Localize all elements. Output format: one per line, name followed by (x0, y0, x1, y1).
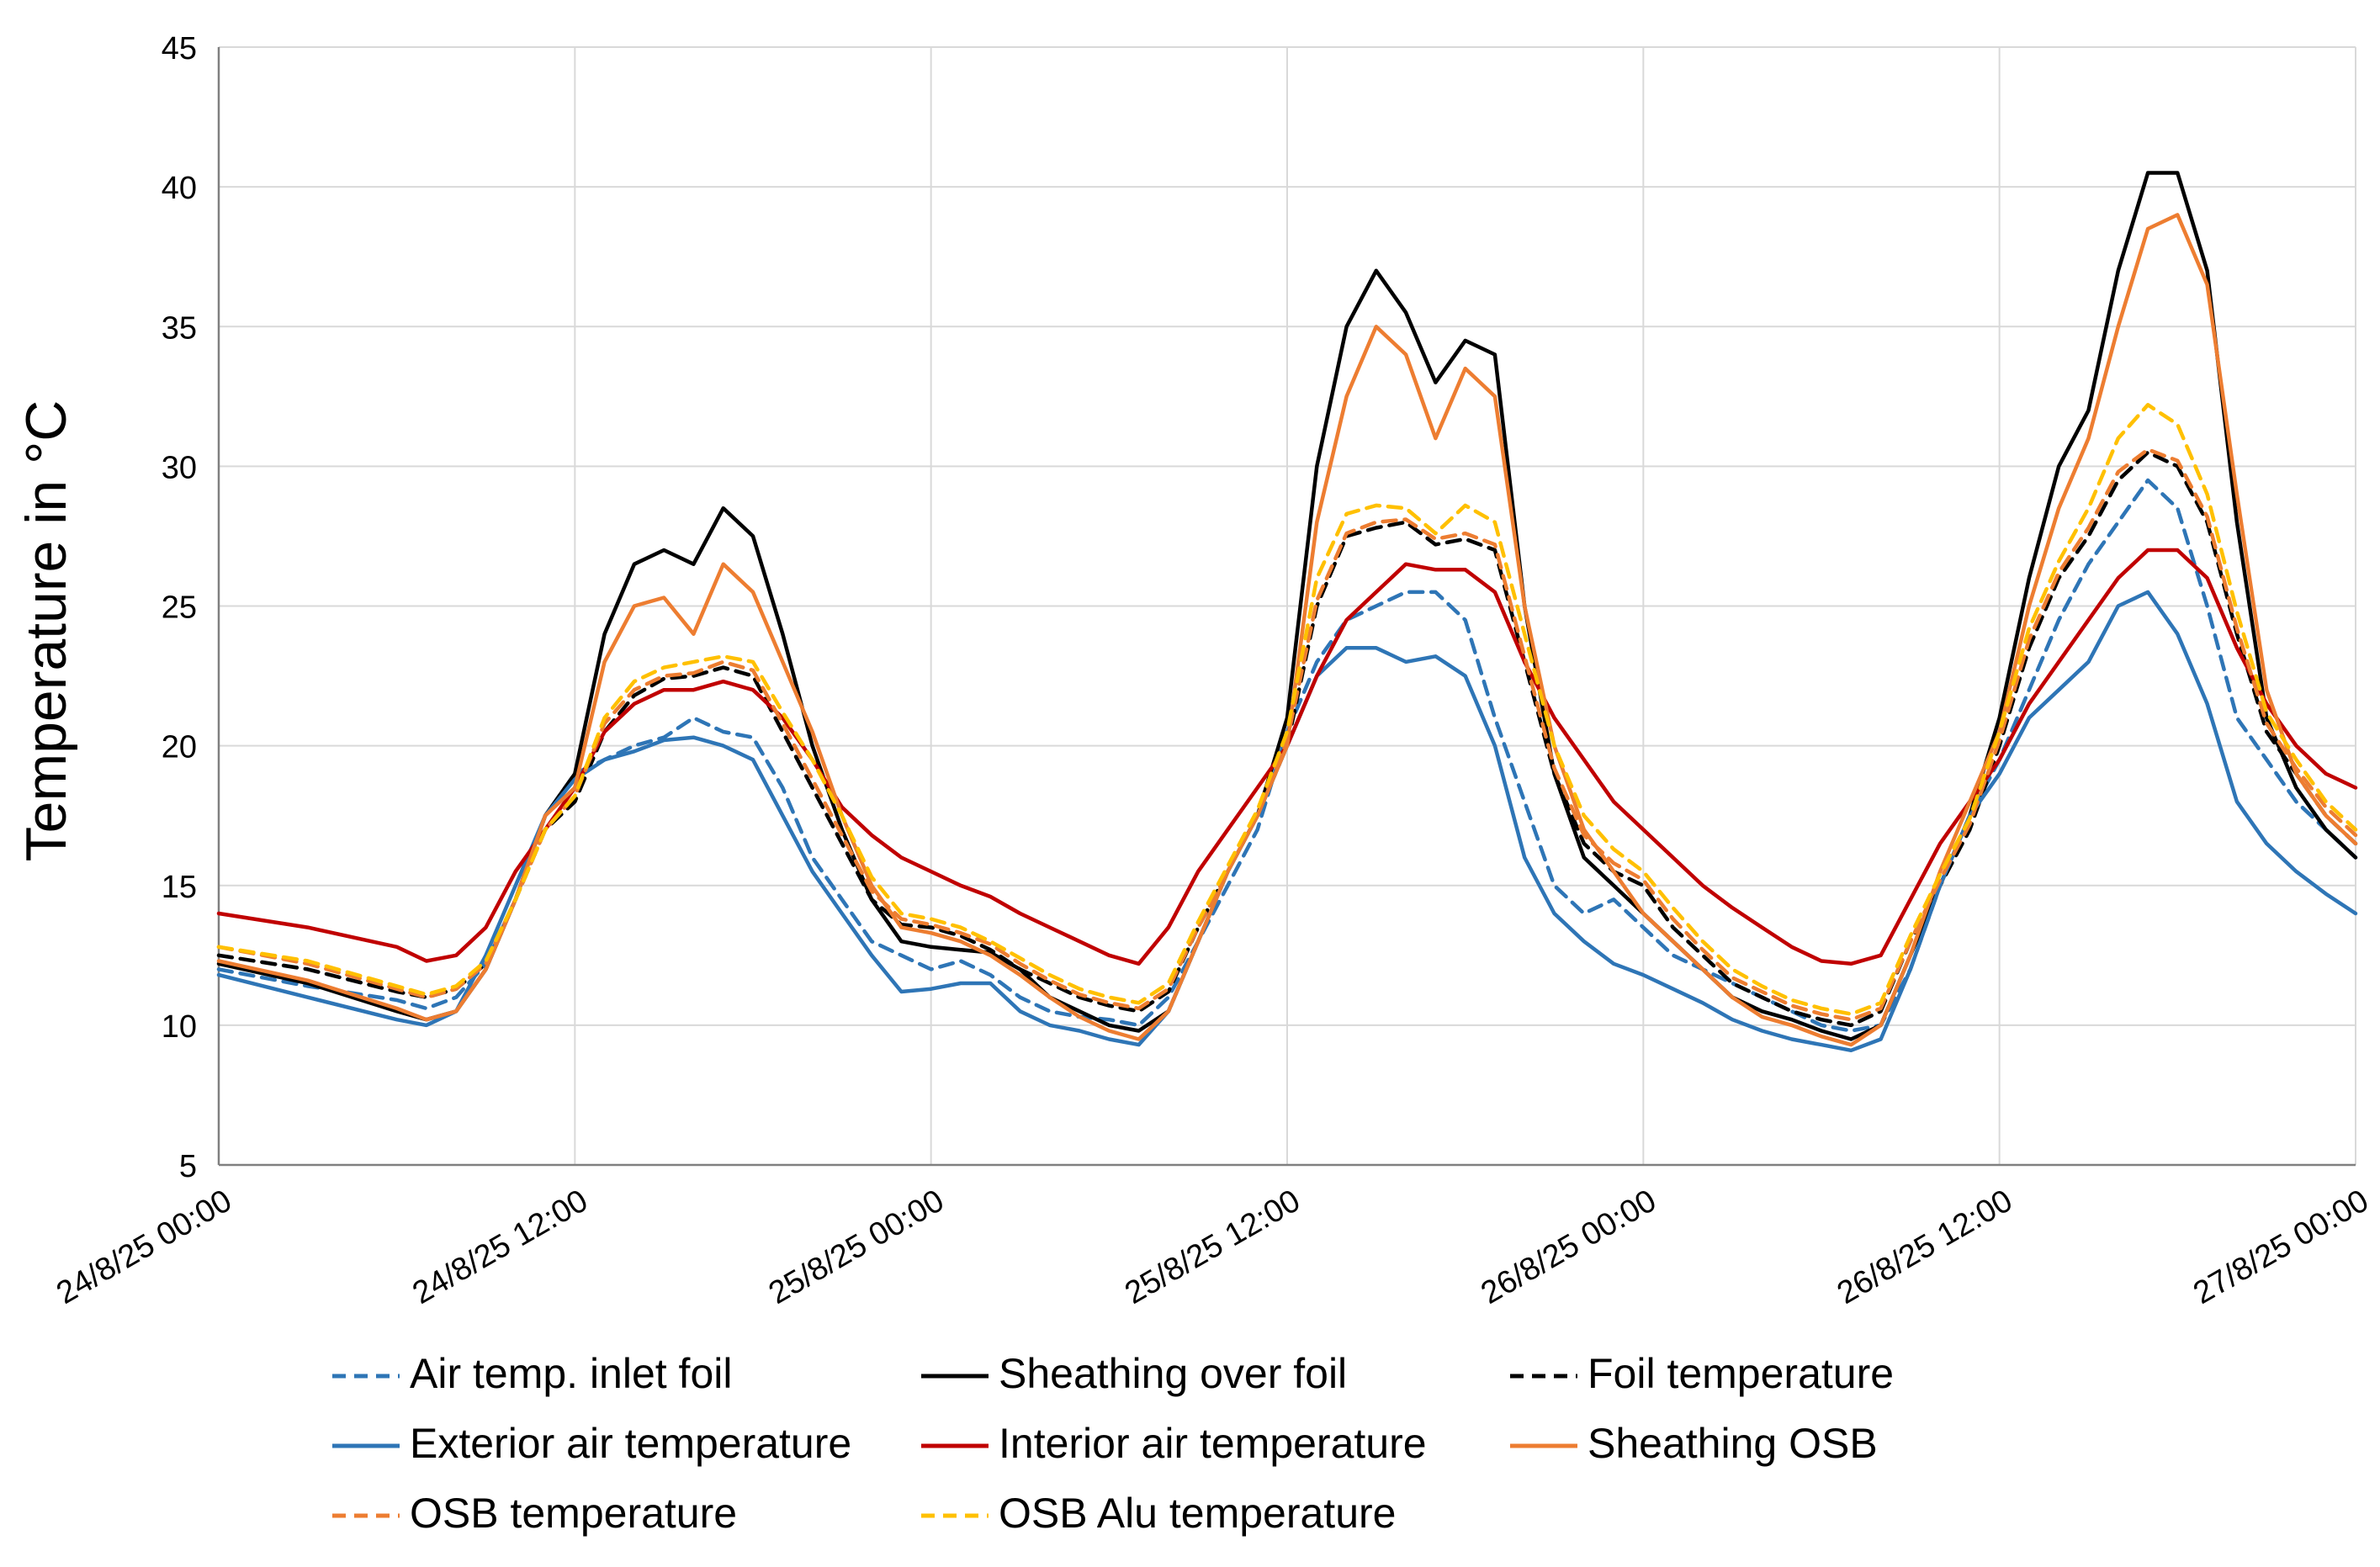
gridlines (219, 46, 2356, 1165)
y-tick-label: 25 (162, 590, 197, 626)
series-line-sheathing-osb (216, 213, 2358, 1047)
y-tick-label: 15 (162, 870, 197, 905)
legend-label: OSB temperature (410, 1490, 737, 1537)
legend-label: Exterior air temperature (410, 1420, 851, 1467)
legend-label: Sheathing over foil (999, 1350, 1347, 1397)
legend-label: OSB Alu temperature (999, 1490, 1396, 1537)
y-tick-label: 10 (162, 1009, 197, 1045)
y-tick-label: 40 (162, 171, 197, 206)
axes (217, 47, 2356, 1167)
series-line-exterior-air-temperature (216, 590, 2358, 1053)
legend: Air temp. inlet foil Sheathing over foil F… (332, 1350, 1894, 1537)
y-tick-label: 45 (162, 31, 197, 66)
legend-label: Foil temperature (1588, 1350, 1894, 1397)
legend-label: Sheathing OSB (1588, 1420, 1878, 1467)
series-line-interior-air-temperature (216, 548, 2358, 966)
y-tick-labels: 5 10 15 20 25 30 35 40 45 (162, 31, 197, 1184)
y-tick-label: 30 (162, 450, 197, 485)
series-line-osb-temperature (216, 447, 2358, 1022)
legend-label: Air temp. inlet foil (410, 1350, 732, 1397)
y-tick-label: 35 (162, 310, 197, 346)
legend-label: Interior air temperature (999, 1420, 1427, 1467)
y-tick-label: 5 (179, 1149, 197, 1184)
data-series (216, 171, 2358, 1053)
y-tick-label: 20 (162, 730, 197, 765)
series-line-sheathing-over-foil (216, 171, 2358, 1041)
series-line-osb-alu-temperature (216, 403, 2358, 1016)
y-axis-label: Temperature in °C (14, 400, 78, 862)
